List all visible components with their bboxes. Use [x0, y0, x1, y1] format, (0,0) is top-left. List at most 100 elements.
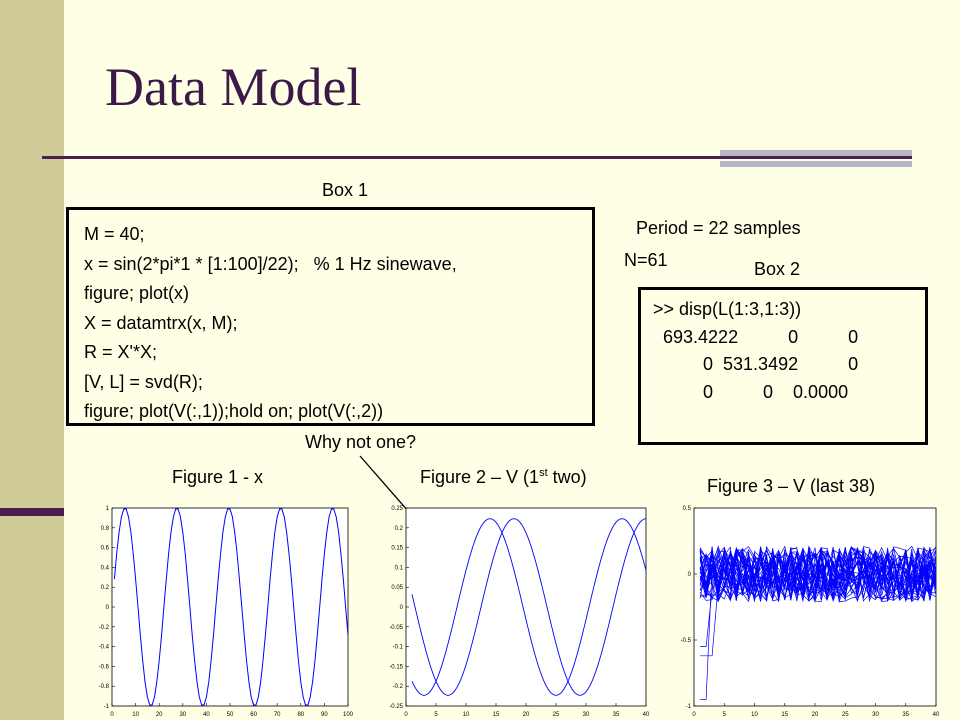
sine-series-line	[113, 508, 348, 706]
y-tick-label: 0.4	[101, 565, 110, 571]
matrix-line: 693.4222 0 0	[653, 326, 859, 347]
figure3-caption: Figure 3 – V (last 38)	[707, 476, 876, 496]
x-tick-label: 30	[179, 712, 186, 718]
x-tick-label: 15	[781, 712, 788, 718]
y-tick-label: 0	[688, 572, 692, 578]
y-tick-label: -0.5	[681, 638, 692, 644]
x-tick-label: 20	[812, 712, 819, 718]
matrix-line: 0 531.3492 0	[653, 354, 859, 374]
x-tick-label: 35	[902, 712, 909, 718]
noise-eigenvector-line	[699, 548, 936, 601]
title-divider	[42, 156, 912, 159]
y-tick-label: 0.1	[395, 565, 404, 571]
figure2-plot: 0 5 10 15 20 25 30 35 40 0.25 0.2 0.15 0.1 0.05 0 -0.05…	[389, 506, 650, 718]
y-tick-label: 0.05	[391, 585, 403, 591]
y-tick-label: 0.8	[101, 526, 110, 532]
x-tick-label: 20	[523, 712, 530, 718]
y-tick-label: 0.2	[101, 585, 110, 591]
x-tick-label: 0	[692, 712, 696, 718]
slide-title: Data Model	[105, 57, 362, 117]
why-not-one-label: Why not one?	[305, 432, 417, 452]
code-line: figure; plot(x)	[84, 283, 190, 303]
y-tick-label: -1	[686, 704, 692, 710]
x-tick-label: 40	[203, 712, 210, 718]
plot-frame	[405, 507, 647, 707]
n-label: N=61	[624, 250, 668, 270]
matrix-line: 0 0 0.0000	[653, 381, 849, 402]
code-line: R = X'*X;	[84, 342, 157, 362]
y-tick-label: -0.15	[389, 664, 403, 670]
x-tick-label: 30	[872, 712, 879, 718]
y-tick-label: 0.25	[391, 506, 403, 512]
figure1-plot: 0 10 20 30 40 50 60 70 80 90 100 1 0.8 0.6 0.4 0.2 0 -0.2…	[99, 506, 354, 718]
x-tick-label: 50	[227, 712, 234, 718]
noise-eigenvector-line	[699, 546, 936, 601]
plot-frame	[693, 507, 937, 707]
title-accent-bar-top	[720, 150, 912, 156]
left-sidebar-band	[0, 0, 64, 720]
y-tick-label: -0.6	[99, 664, 110, 670]
y-tick-label: -0.1	[393, 645, 404, 651]
y-tick-label: 1	[106, 506, 110, 512]
eigenvector-1-line	[411, 518, 646, 696]
title-accent-bar-bottom	[720, 161, 912, 167]
plot-frame	[111, 507, 349, 707]
x-tick-label: 5	[434, 712, 438, 718]
x-tick-label: 10	[751, 712, 758, 718]
sidebar-accent-bar	[0, 508, 64, 516]
matrix-line: >> disp(L(1:3,1:3))	[653, 299, 802, 319]
x-tick-label: 5	[723, 712, 727, 718]
code-line: X = datamtrx(x, M);	[84, 312, 238, 333]
x-tick-label: 20	[156, 712, 163, 718]
box1-label: Box 1	[322, 180, 369, 200]
box2-label: Box 2	[754, 259, 801, 279]
x-tick-label: 0	[404, 712, 408, 718]
x-tick-label: 90	[321, 712, 328, 718]
y-tick-label: -0.4	[99, 645, 110, 651]
code-line: [V, L] = svd(R);	[84, 371, 203, 392]
figure2-caption-suffix: two)	[547, 467, 587, 487]
figure2-caption-sup: st	[539, 467, 548, 479]
code-line: M = 40;	[84, 224, 145, 244]
figure2-caption-prefix: Figure 2 – V (1	[420, 467, 540, 487]
x-tick-label: 25	[842, 712, 849, 718]
figure2-caption: Figure 2 – V (1st two)	[420, 467, 587, 488]
x-tick-label: 70	[274, 712, 281, 718]
x-tick-label: 10	[132, 712, 139, 718]
y-tick-label: -0.2	[393, 684, 404, 690]
noise-eigenvector-line	[699, 546, 936, 599]
y-tick-label: -0.25	[389, 704, 403, 710]
x-tick-label: 80	[297, 712, 304, 718]
code-line: figure; plot(V(:,1));hold on; plot(V(:,2…	[84, 401, 384, 421]
noise-eigenvector-line	[699, 547, 936, 602]
y-tick-label: 0.15	[391, 546, 403, 552]
y-tick-label: 0.2	[395, 526, 404, 532]
code-box: M = 40; x = sin(2*pi*1 * [1:100]/22); % …	[66, 207, 595, 426]
x-tick-label: 0	[110, 712, 114, 718]
period-label: Period = 22 samples	[636, 218, 801, 238]
y-tick-label: -1	[104, 704, 110, 710]
x-tick-label: 10	[463, 712, 470, 718]
noise-eigenvector-line	[699, 548, 936, 601]
y-tick-label: -0.05	[389, 625, 403, 631]
noise-eigenvector-line	[699, 546, 936, 602]
figure3-plot: 0 5 10 15 20 25 30 35 40 0.5 0 -0.5 -1	[681, 506, 940, 718]
matrix-output-box: >> disp(L(1:3,1:3)) 693.4222 0 0 0 531.3…	[638, 287, 928, 445]
y-tick-label: -0.2	[99, 625, 110, 631]
y-tick-label: 0	[400, 605, 404, 611]
x-tick-label: 15	[493, 712, 500, 718]
x-tick-label: 100	[343, 712, 354, 718]
noise-eigenvector-line	[699, 547, 936, 601]
x-tick-label: 35	[613, 712, 620, 718]
y-tick-label: 0.5	[683, 506, 692, 512]
noise-eigenvector-line	[699, 546, 936, 602]
y-tick-label: 0	[106, 605, 110, 611]
x-tick-label: 40	[643, 712, 650, 718]
y-tick-label: -0.8	[99, 684, 110, 690]
eigenvector-2-line	[411, 518, 646, 696]
x-tick-label: 30	[583, 712, 590, 718]
y-tick-label: 0.6	[101, 546, 110, 552]
code-line: x = sin(2*pi*1 * [1:100]/22); % 1 Hz sin…	[84, 253, 457, 274]
x-tick-label: 25	[553, 712, 560, 718]
x-tick-label: 60	[250, 712, 257, 718]
